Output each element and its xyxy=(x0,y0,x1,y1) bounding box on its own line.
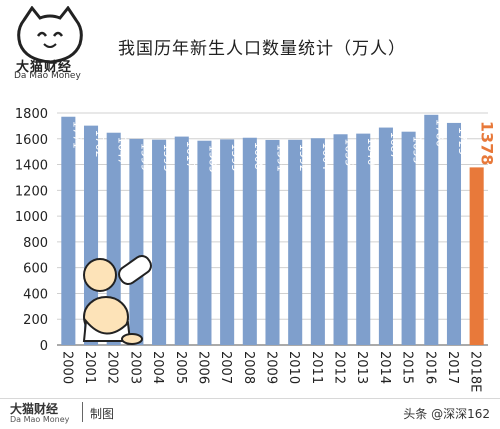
data-label: 1655 xyxy=(411,136,424,164)
footer-separator xyxy=(82,402,83,422)
x-tick-label: 2011 xyxy=(309,351,324,384)
data-label: 1591 xyxy=(275,144,288,172)
y-tick-label: 1600 xyxy=(15,133,48,148)
y-tick-label: 600 xyxy=(23,262,48,277)
data-label: 1640 xyxy=(365,138,378,166)
bar xyxy=(333,134,348,345)
footer-brand-cn: 大猫财经 xyxy=(10,402,59,416)
brand-name-cn: 大猫财经 xyxy=(16,60,73,75)
x-tick-label: 2018E xyxy=(468,351,483,392)
bar xyxy=(469,167,484,345)
data-label: 1723 xyxy=(456,127,469,155)
baby-bottle-illustration-icon xyxy=(82,255,152,345)
bar xyxy=(242,137,257,345)
y-tick-label: 1000 xyxy=(15,210,48,225)
bar xyxy=(197,140,212,345)
x-tick-label: 2008 xyxy=(241,351,256,384)
x-tick-label: 2013 xyxy=(354,351,369,384)
data-label: 1593 xyxy=(161,144,174,172)
y-tick-label: 0 xyxy=(40,339,48,354)
bar xyxy=(61,116,76,345)
x-tick-label: 2009 xyxy=(264,351,279,384)
footer-divider xyxy=(0,398,500,399)
x-tick-label: 2007 xyxy=(218,351,233,384)
data-label: 1595 xyxy=(229,143,242,171)
bar xyxy=(378,127,393,345)
x-tick-label: 2003 xyxy=(127,351,142,384)
y-tick-label: 1400 xyxy=(15,159,48,174)
x-tick-label: 2006 xyxy=(195,351,210,384)
cat-logo-icon xyxy=(17,6,83,64)
y-tick-label: 1800 xyxy=(15,107,48,122)
y-tick-label: 200 xyxy=(23,313,48,328)
x-tick-label: 2017 xyxy=(445,351,460,384)
x-tick-label: 2000 xyxy=(59,351,74,384)
bar xyxy=(174,136,189,345)
bar xyxy=(401,131,416,345)
x-tick-label: 2002 xyxy=(105,351,120,384)
bar xyxy=(446,122,462,346)
bar xyxy=(152,139,167,345)
x-tick-label: 2004 xyxy=(150,351,165,384)
chart-title: 我国历年新生人口数量统计（万人） xyxy=(118,39,406,59)
bar xyxy=(106,132,121,345)
data-label: 1687 xyxy=(388,132,401,160)
x-tick-label: 2012 xyxy=(332,351,347,384)
footer-brand-en: Da Mao Money xyxy=(10,415,70,424)
y-tick-label: 400 xyxy=(23,287,48,302)
bar-chart: 0 200 400 600 800 1000 1200 1400 1600 1800 1771 200… xyxy=(15,107,497,392)
bar xyxy=(265,139,280,345)
data-label: 1592 xyxy=(297,144,310,172)
x-tick-label: 2001 xyxy=(82,351,97,384)
bar xyxy=(424,114,439,345)
y-tick-label: 1200 xyxy=(15,184,48,199)
data-label: 1702 xyxy=(93,130,106,158)
brand-name-en: Da Mao Money xyxy=(14,71,81,81)
x-tick-label: 2014 xyxy=(377,351,392,384)
x-tick-label: 2005 xyxy=(173,351,188,384)
data-label: 1608 xyxy=(252,142,265,170)
footer-made-by: 制图 xyxy=(90,407,115,421)
data-label: 1585 xyxy=(206,145,219,173)
bar xyxy=(356,133,371,345)
watermark-credit: 头条 @深深162 xyxy=(403,407,490,421)
data-label: 1647 xyxy=(116,137,129,165)
bar xyxy=(220,139,235,345)
data-label: 1771 xyxy=(70,121,83,149)
data-label: 1604 xyxy=(320,142,333,170)
data-label: 1635 xyxy=(343,138,356,166)
data-label: 1786 xyxy=(433,119,446,147)
data-label: 1617 xyxy=(184,141,197,169)
bar xyxy=(310,138,325,345)
x-tick-label: 2010 xyxy=(286,351,301,384)
x-tick-label: 2016 xyxy=(422,351,437,384)
y-tick-label: 800 xyxy=(23,236,48,251)
data-label: 1599 xyxy=(138,143,151,171)
data-label: 1378 xyxy=(478,121,497,166)
bar xyxy=(129,138,144,345)
x-tick-label: 2015 xyxy=(400,351,415,384)
bar xyxy=(288,139,303,345)
